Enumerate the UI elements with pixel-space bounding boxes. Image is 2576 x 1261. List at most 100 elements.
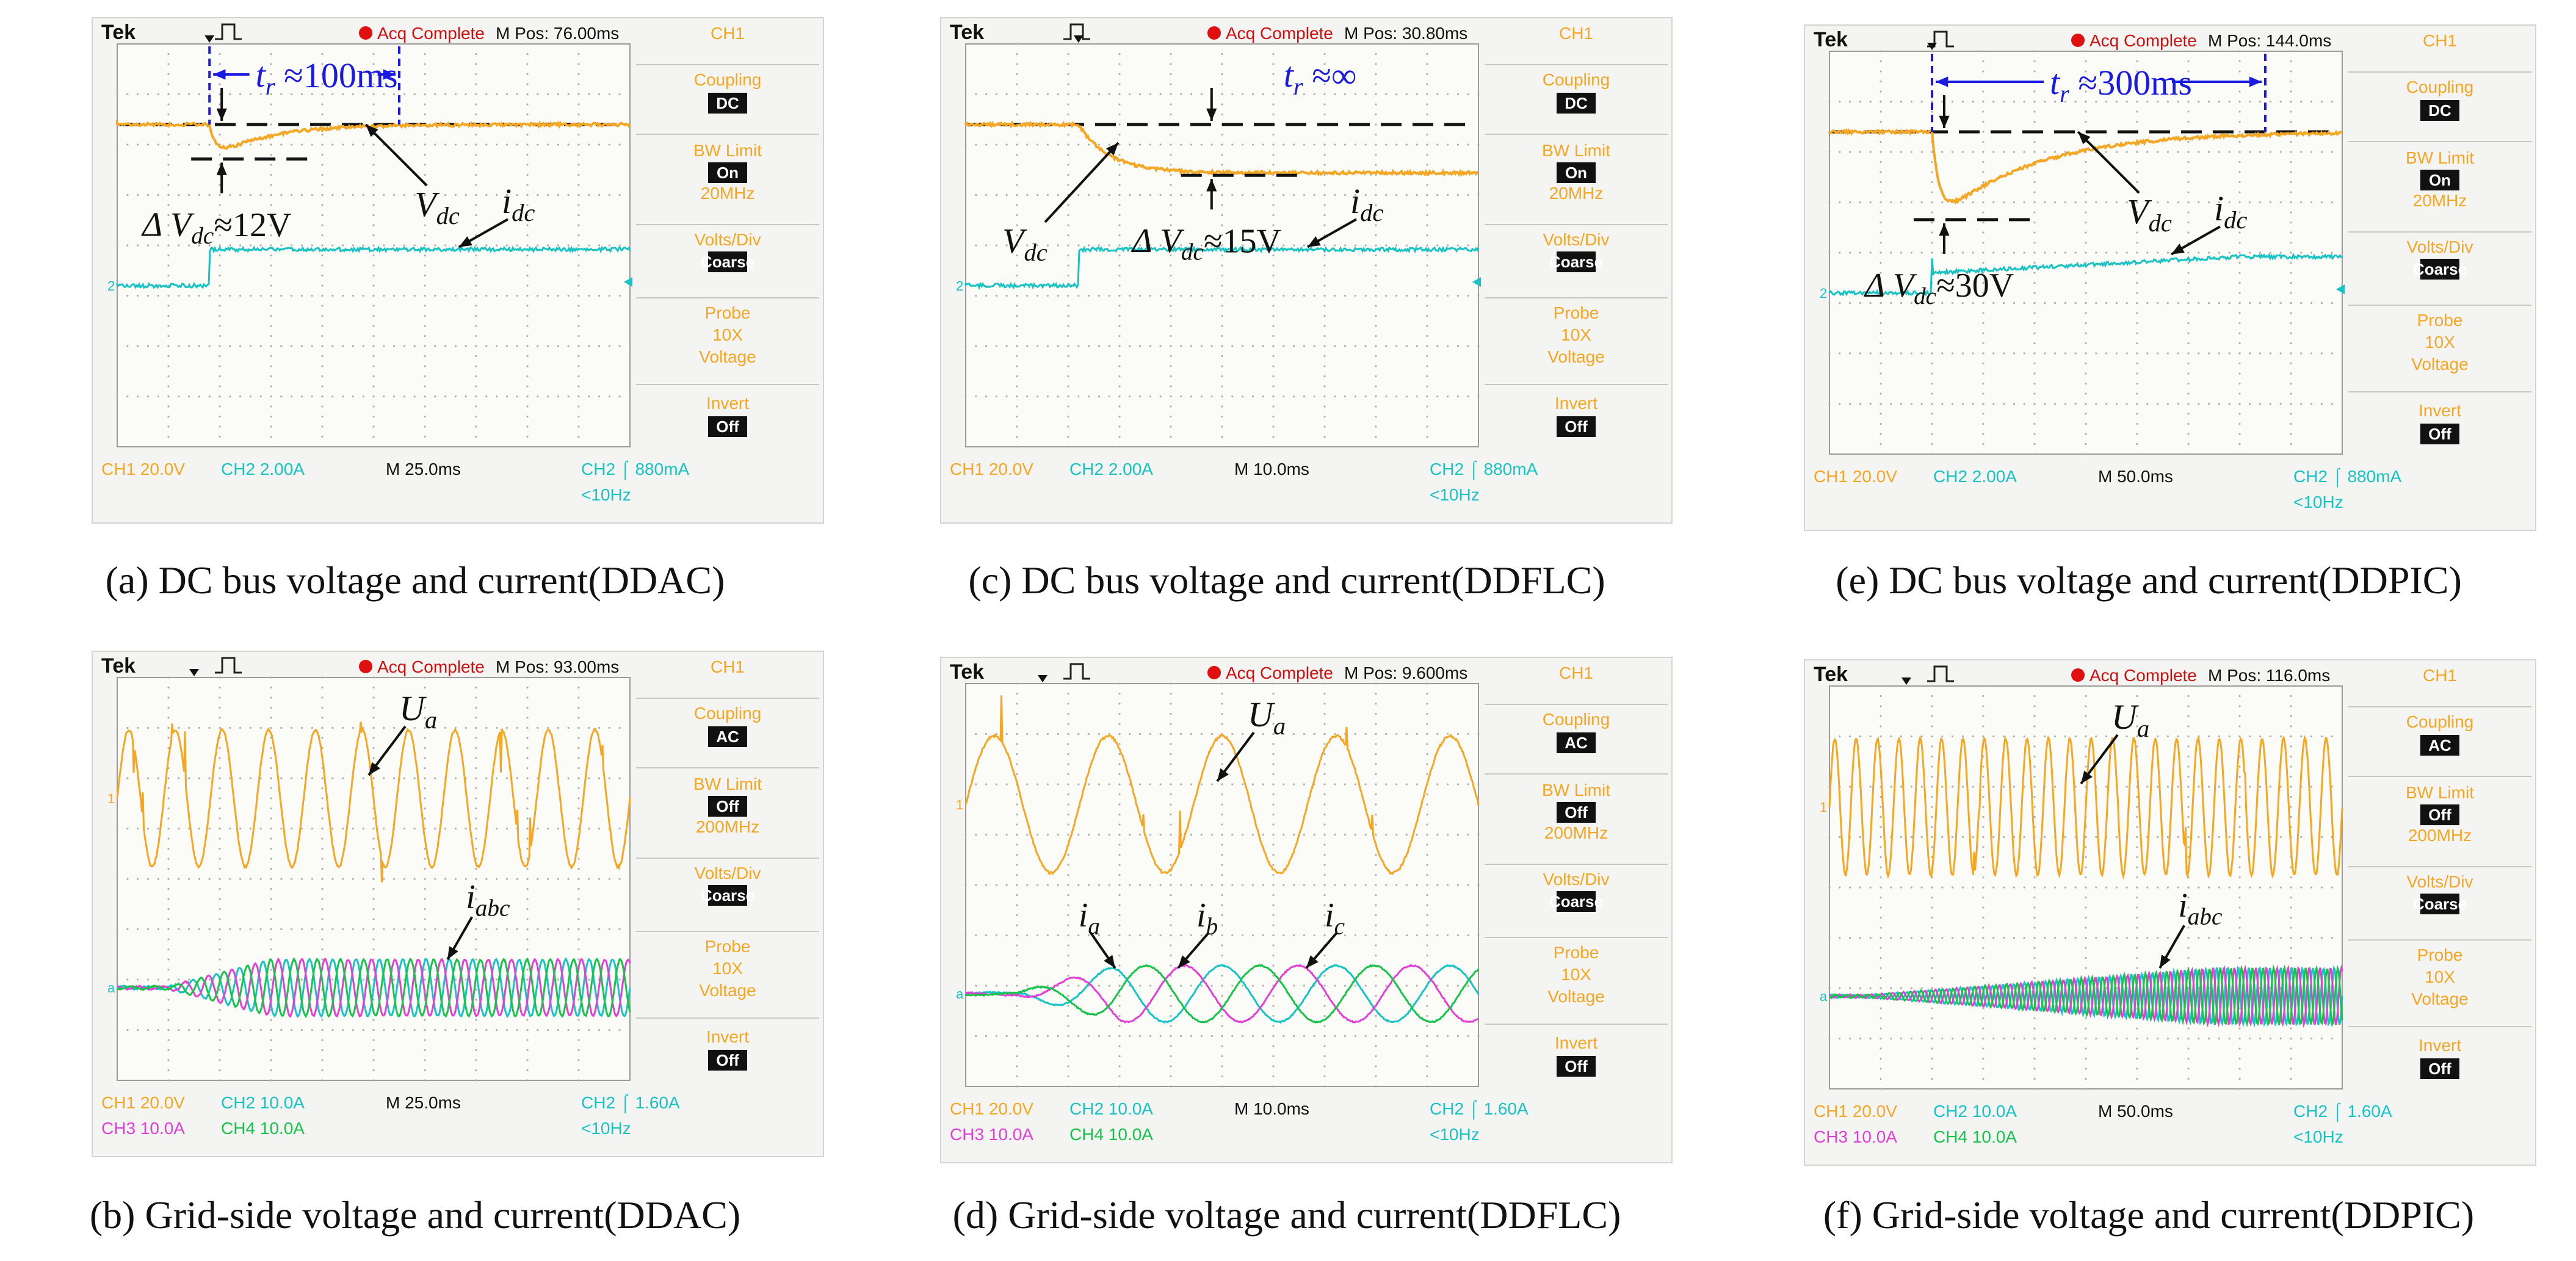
ch2-marker: a: [107, 980, 115, 995]
scope-panel-b: Tek Acq Complete M Pos: 93.00ms CH1 Coupling…: [92, 651, 824, 1157]
menu-voltsdiv: Volts/Div: [2407, 237, 2473, 256]
trigger-state-icon: [1927, 667, 1954, 681]
menu-bw-freq: 20MHz: [2413, 191, 2467, 210]
menu-coupling: Coupling: [2406, 78, 2474, 96]
trigger-readout: CH2 ⌠ 880mA: [581, 460, 690, 480]
menu-ch1: CH1: [2423, 31, 2457, 50]
caption-c: (c) DC bus voltage and current(DDFLC): [859, 558, 1714, 603]
timebase: M 25.0ms: [386, 1093, 461, 1112]
ch3-scale: CH3 10.0A: [950, 1125, 1033, 1144]
menu-bwlimit: BW Limit: [1542, 141, 1610, 160]
graticule: [116, 676, 631, 1081]
status-bar: CH1 20.0V CH2 2.00A M 25.0ms CH2 ⌠ 880mA <10…: [101, 460, 690, 504]
menu-probe: Probe: [705, 303, 751, 322]
menu-coarse: Coarse: [1549, 892, 1603, 911]
menu-voltsdiv: Volts/Div: [2407, 872, 2473, 891]
caption-d: (d) Grid-side voltage and current(DDFLC): [859, 1193, 1714, 1238]
ch1-scale: CH1 20.0V: [950, 460, 1033, 479]
trigger-state-icon: [215, 24, 242, 39]
acq-indicator-icon: [359, 660, 372, 673]
menu-bw-value: On: [2429, 171, 2451, 189]
ch1-scale: CH1 20.0V: [101, 460, 185, 479]
menu-bw-value: On: [717, 164, 739, 182]
mpos-readout: M Pos: 76.00ms: [496, 24, 619, 43]
ch1-scale: CH1 20.0V: [101, 1093, 185, 1112]
delta-vdc-label: Δ Vdc≈30V: [1864, 267, 2014, 309]
menu-probe-x: 10X: [712, 959, 743, 978]
menu-coupling-value: AC: [716, 728, 739, 746]
mpos-readout: M Pos: 9.600ms: [1344, 663, 1467, 682]
acq-status: Acq Complete: [377, 657, 485, 676]
menu-invert: Invert: [2419, 1036, 2461, 1055]
ch2-scale: CH2 10.0A: [1069, 1099, 1153, 1118]
side-menu: CH1CouplingACBW LimitOff200MHzVolts/DivC…: [2348, 666, 2531, 1079]
scope-screen-c: Tek Acq Complete M Pos: 30.80ms CH1Coupling…: [941, 18, 1674, 525]
menu-coupling: Coupling: [2406, 712, 2474, 731]
ch2-marker: 2: [1820, 286, 1827, 301]
timebase: M 50.0ms: [2098, 1102, 2173, 1121]
menu-invert-value: Off: [716, 417, 739, 436]
menu-bw-value: Off: [1565, 803, 1588, 822]
delta-vdc-label: Δ Vdc≈15V: [1131, 222, 1281, 265]
menu-coarse: Coarse: [1549, 253, 1603, 271]
menu-probe: Probe: [2417, 945, 2463, 964]
menu-ch1: CH1: [1559, 24, 1593, 43]
menu-coarse: Coarse: [701, 886, 754, 905]
status-bar: CH1 20.0V CH2 2.00A M 10.0ms CH2 ⌠ 880mA<10…: [950, 460, 1538, 504]
menu-coupling-value: DC: [2428, 101, 2451, 120]
acq-indicator-icon: [359, 26, 372, 40]
ch2-scale: CH2 2.00A: [1933, 467, 2017, 486]
menu-voltsdiv: Volts/Div: [1543, 230, 1610, 249]
acq-indicator-icon: [2071, 34, 2085, 47]
side-menu: CH1 Coupling DC BW Limit On 20MHz Volts/Div Coa…: [1485, 24, 1668, 437]
menu-coarse: Coarse: [701, 253, 754, 271]
caption-b: (b) Grid-side voltage and current(DDAC): [0, 1193, 842, 1238]
mpos-readout: M Pos: 144.0ms: [2208, 31, 2331, 50]
caption-f: (f) Grid-side voltage and current(DDPIC): [1721, 1193, 2576, 1238]
side-menu: CH1 Coupling DC BW Limit On 20MHz Volts/Div Coa…: [2348, 31, 2531, 444]
acq-status: Acq Complete: [2089, 31, 2197, 50]
trigger-position-icon: [1038, 675, 1047, 682]
acq-status: Acq Complete: [377, 24, 485, 43]
scope-panel-a: Tek Acq Complete M Pos: 76.00ms CH1 Coupling…: [92, 17, 824, 524]
menu-bwlimit: BW Limit: [2406, 783, 2474, 802]
menu-coupling-value: AC: [1565, 734, 1588, 752]
scope-panel-f: Tek Acq Complete M Pos: 116.0ms CH1 Coupling…: [1804, 659, 2536, 1166]
menu-coupling-value: DC: [1565, 94, 1588, 112]
caption-a: (a) DC bus voltage and current(DDAC): [0, 558, 842, 603]
tek-logo: Tek: [950, 660, 984, 684]
menu-coupling-value: DC: [716, 94, 739, 112]
ch2-marker: 2: [107, 278, 115, 294]
menu-bwlimit: BW Limit: [693, 775, 762, 793]
menu-ch1: CH1: [711, 24, 745, 43]
scope-screen-e: Tek Acq Complete M Pos: 144.0ms CH1 Coupling…: [1805, 26, 2538, 532]
menu-voltsdiv: Volts/Div: [695, 864, 761, 883]
trigger-limit: <10Hz: [581, 1119, 631, 1138]
scope-screen-b: Tek Acq Complete M Pos: 93.00ms CH1 Coupling…: [93, 652, 825, 1158]
tr-label: tr ≈100ms: [256, 55, 398, 100]
scope-screen-a: Tek Acq Complete M Pos: 76.00ms CH1 Coupling…: [93, 18, 825, 525]
ch2-marker: 2: [956, 278, 963, 294]
mpos-readout: M Pos: 30.80ms: [1344, 24, 1467, 43]
side-menu: CH1 Coupling DC BW Limit On 20MHz Volts/Div Coa…: [636, 24, 819, 437]
scope-panel-c: Tek Acq Complete M Pos: 30.80ms CH1 Coupling…: [940, 17, 1673, 524]
menu-invert: Invert: [706, 1027, 749, 1046]
trigger-limit: <10Hz: [581, 485, 631, 504]
scope-screen-d: Tek Acq Complete M Pos: 9.600ms CH1 Coupling…: [941, 658, 1674, 1165]
scope-panel-d: Tek Acq Complete M Pos: 9.600ms CH1 Coupling…: [940, 657, 1673, 1163]
trigger-readout: CH2 ⌠ 880mA: [1430, 460, 1538, 480]
menu-bw-freq: 20MHz: [1549, 184, 1604, 203]
trigger-position-icon: [1074, 35, 1084, 43]
menu-bw-value: Off: [2428, 806, 2451, 824]
ch1-scale: CH1 20.0V: [950, 1099, 1033, 1118]
menu-probe: Probe: [705, 937, 751, 956]
trigger-state-icon: [1063, 664, 1090, 679]
menu-probe-x: 10X: [1561, 325, 1591, 344]
menu-probe: Probe: [1554, 303, 1599, 322]
menu-bwlimit: BW Limit: [1542, 781, 1610, 800]
menu-bw-freq: 20MHz: [701, 184, 755, 203]
tek-logo: Tek: [1814, 28, 1848, 51]
ch3-scale: CH3 10.0A: [1814, 1127, 1897, 1146]
ch1-marker: 1: [107, 791, 115, 806]
menu-probe-x: 10X: [712, 325, 743, 344]
